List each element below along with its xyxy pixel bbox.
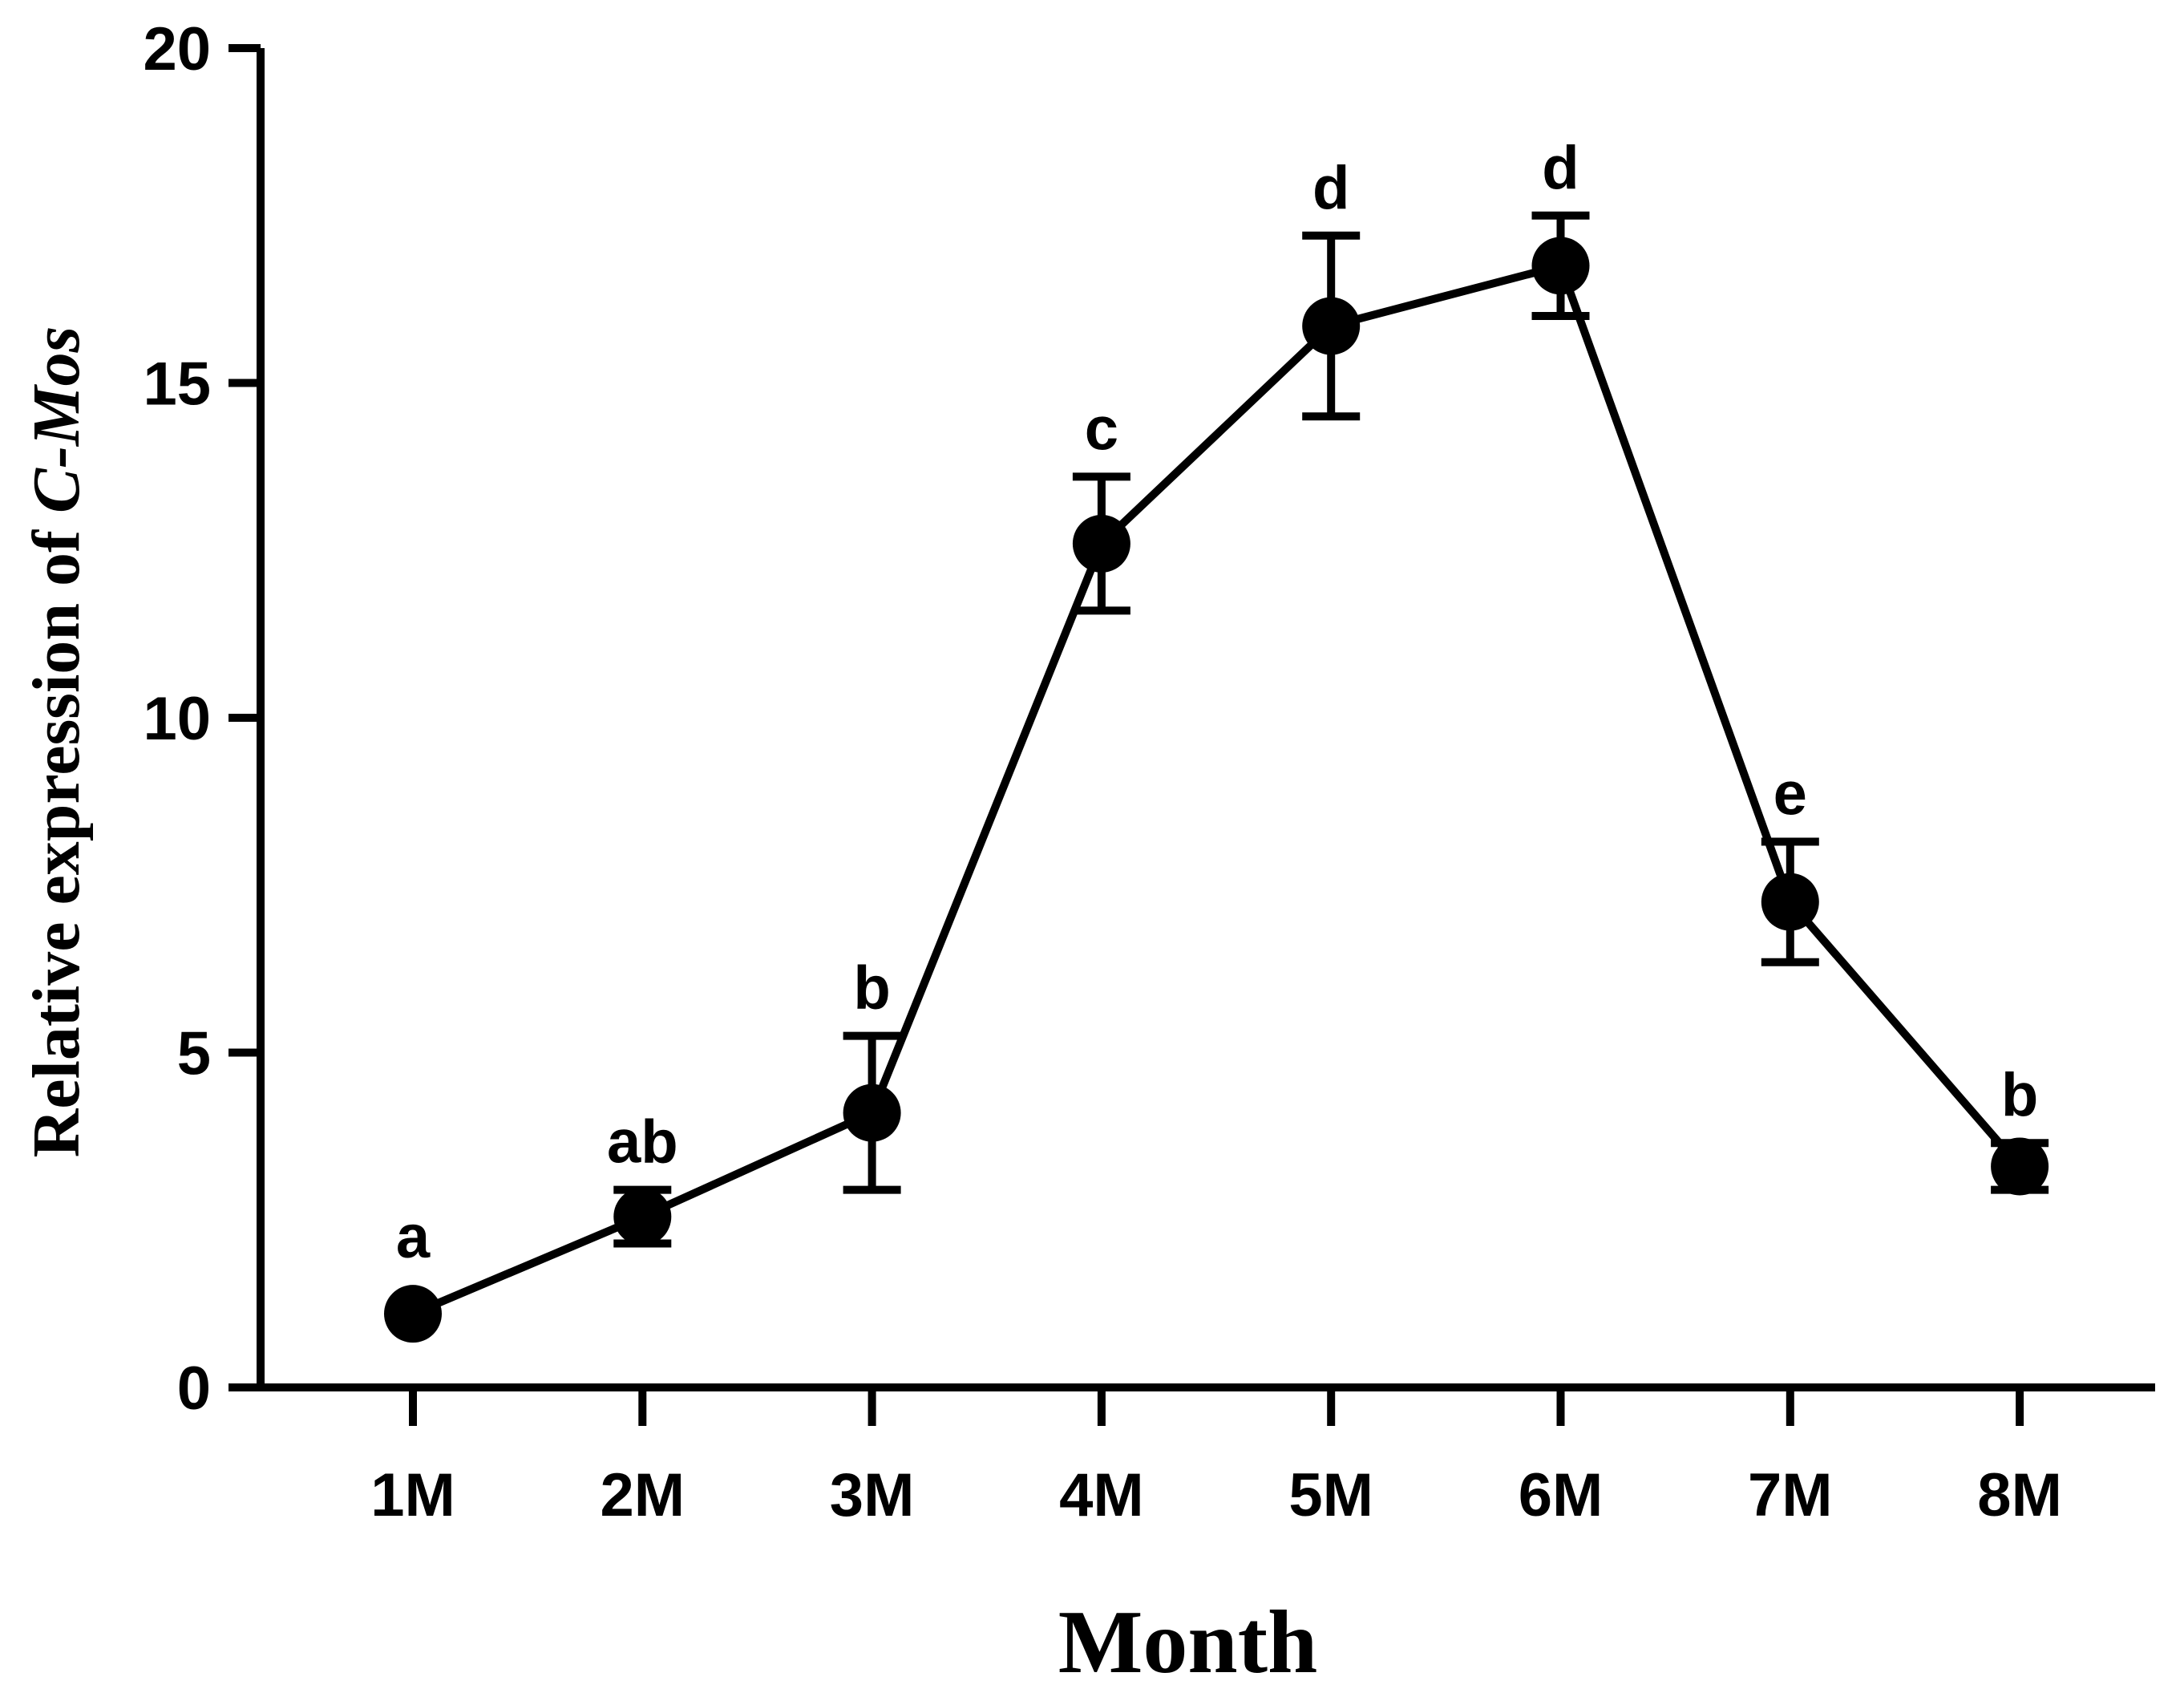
series-line xyxy=(411,261,2023,1318)
x-tick-label: 5M xyxy=(1288,1461,1373,1529)
data-point xyxy=(1302,297,1361,355)
significance-label: b xyxy=(853,954,890,1023)
data-point xyxy=(843,1083,901,1142)
data-point xyxy=(1072,514,1130,573)
significance-label: a xyxy=(396,1203,431,1271)
significance-label: d xyxy=(1312,154,1349,222)
y-axis-title-prefix: Relative expression of xyxy=(19,513,94,1157)
x-tick-label: 8M xyxy=(1977,1461,2062,1529)
y-axis-title: Relative expression of C-Mos xyxy=(19,326,94,1158)
x-tick-label: 6M xyxy=(1519,1461,1604,1529)
series: a ab b c d d e b xyxy=(384,134,2049,1343)
x-tick-label: 4M xyxy=(1059,1461,1144,1529)
data-point xyxy=(1991,1137,2049,1196)
data-point xyxy=(384,1285,442,1343)
data-point xyxy=(1531,237,1590,295)
y-tick-label: 5 xyxy=(177,1020,211,1088)
x-axis-title: Month xyxy=(1058,1593,1318,1692)
x-tick-label: 1M xyxy=(370,1461,455,1529)
y-tick-label: 15 xyxy=(143,350,211,419)
significance-label: e xyxy=(1773,759,1807,828)
axes xyxy=(257,48,2155,1391)
y-ticks: 0 5 10 15 20 xyxy=(143,15,261,1423)
y-tick-label: 20 xyxy=(143,15,211,83)
data-point xyxy=(1761,873,1819,931)
y-tick-label: 0 xyxy=(177,1355,211,1423)
significance-label: b xyxy=(2001,1061,2038,1129)
significance-label: c xyxy=(1085,395,1118,463)
x-tick-label: 3M xyxy=(830,1461,915,1529)
x-tick-label: 2M xyxy=(601,1461,686,1529)
y-tick-label: 10 xyxy=(143,685,211,753)
x-tick-label: 7M xyxy=(1748,1461,1833,1529)
y-axis-title-gene: C-Mos xyxy=(19,326,94,513)
data-point xyxy=(613,1188,672,1246)
significance-label: ab xyxy=(607,1108,678,1177)
x-ticks: 1M 2M 3M 4M 5M 6M 7M 8M xyxy=(370,1387,2062,1529)
significance-label: d xyxy=(1542,134,1579,202)
